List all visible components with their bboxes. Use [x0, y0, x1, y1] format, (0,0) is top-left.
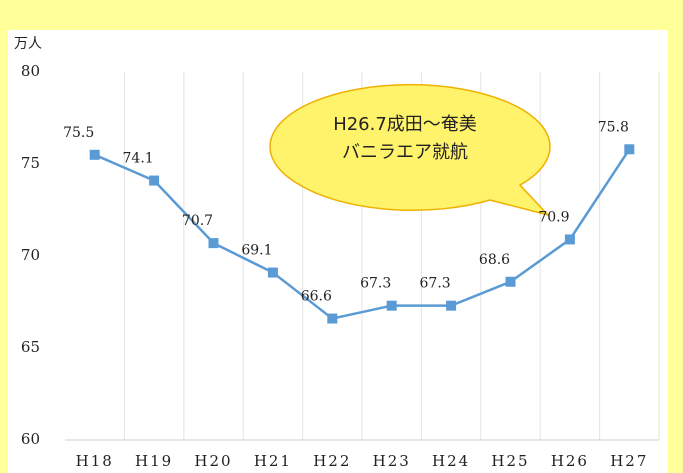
marker — [149, 175, 160, 186]
y-tick-label: 80 — [21, 62, 40, 80]
data-label: 68.6 — [479, 252, 510, 268]
data-label: 69.1 — [241, 243, 272, 259]
marker — [624, 144, 635, 155]
data-label: 74.1 — [123, 151, 154, 167]
data-label: 75.8 — [598, 119, 629, 135]
data-label: 67.3 — [420, 276, 451, 292]
series-line — [94, 148, 631, 320]
y-tick-label: 75 — [21, 154, 40, 172]
marker — [505, 276, 516, 287]
annotation: H26.7成田〜奄美 — [333, 114, 477, 135]
x-tick-label: H27 — [610, 452, 648, 470]
x-tick-label: H22 — [313, 452, 351, 470]
data-label: 75.5 — [63, 125, 94, 141]
y-axis-label: 万人 — [14, 36, 42, 52]
y-tick-label: 60 — [21, 430, 40, 448]
data-label: 67.3 — [360, 276, 391, 292]
data-label: 70.7 — [182, 213, 213, 229]
marker — [327, 313, 338, 324]
x-tick-label: H19 — [135, 452, 173, 470]
marker — [89, 149, 100, 160]
marker — [386, 300, 397, 311]
marker — [208, 238, 219, 249]
y-tick-label: 70 — [21, 246, 40, 264]
annotation: バニラエア就航 — [342, 142, 468, 163]
marker — [267, 267, 278, 278]
x-tick-label: H24 — [432, 452, 470, 470]
data-label: 70.9 — [538, 209, 569, 225]
x-tick-label: H25 — [491, 452, 529, 470]
x-tick-label: H20 — [194, 452, 232, 470]
data-label: 66.6 — [301, 289, 332, 305]
marker — [564, 234, 575, 245]
callout — [269, 83, 551, 217]
x-tick-label: H18 — [76, 452, 114, 470]
marker — [446, 300, 457, 311]
y-tick-label: 65 — [21, 338, 40, 356]
x-tick-label: H21 — [254, 452, 292, 470]
x-tick-label: H26 — [551, 452, 589, 470]
x-tick-label: H23 — [373, 452, 411, 470]
